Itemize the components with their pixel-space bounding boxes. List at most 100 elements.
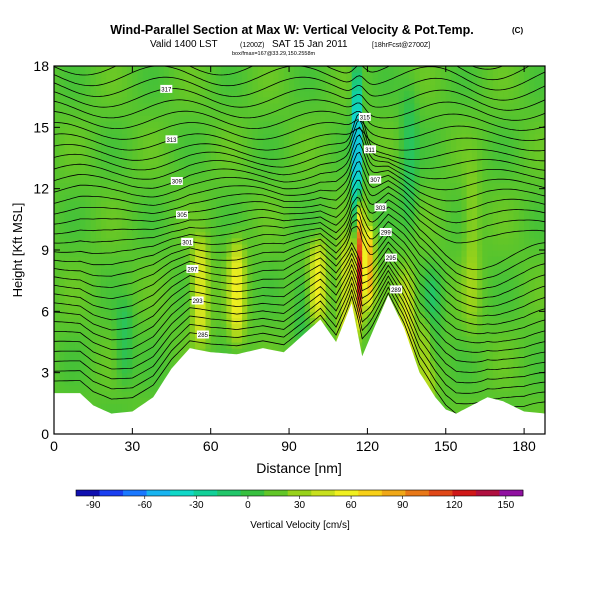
w-cell xyxy=(445,354,452,361)
w-cell xyxy=(153,378,160,386)
w-cell xyxy=(336,145,342,153)
w-cell xyxy=(179,207,186,214)
w-cell xyxy=(304,280,311,288)
w-cell xyxy=(116,133,123,141)
w-cell xyxy=(424,378,431,386)
w-cell xyxy=(205,348,212,355)
w-cell xyxy=(351,219,358,227)
w-cell xyxy=(315,256,321,263)
w-cell xyxy=(163,108,170,116)
w-cell xyxy=(383,219,389,227)
w-cell xyxy=(242,90,248,98)
w-cell xyxy=(231,225,238,233)
w-cell xyxy=(142,231,149,239)
w-cell xyxy=(163,90,170,98)
w-cell xyxy=(482,102,489,110)
w-cell xyxy=(330,286,337,294)
w-cell xyxy=(59,262,66,269)
w-cell xyxy=(419,139,426,147)
w-cell xyxy=(184,280,191,288)
w-cell xyxy=(294,268,301,276)
w-cell xyxy=(158,102,165,110)
w-cell xyxy=(330,323,337,331)
w-cell xyxy=(330,219,337,227)
w-cell xyxy=(477,397,483,404)
w-cell xyxy=(336,115,342,122)
w-cell xyxy=(257,225,264,233)
w-cell xyxy=(377,115,384,122)
w-cell xyxy=(356,108,363,116)
w-cell xyxy=(158,145,165,153)
w-cell xyxy=(440,121,447,128)
w-cell xyxy=(116,176,123,184)
w-cell xyxy=(320,280,327,288)
w-cell xyxy=(273,268,280,276)
w-cell xyxy=(189,139,196,147)
w-cell xyxy=(85,286,92,294)
w-cell xyxy=(398,280,405,288)
w-cell xyxy=(226,219,233,227)
w-cell xyxy=(236,329,243,337)
w-cell xyxy=(163,194,170,202)
w-cell xyxy=(127,207,133,214)
w-cell xyxy=(163,213,170,220)
w-cell xyxy=(121,139,128,147)
w-cell xyxy=(456,108,463,116)
w-cell xyxy=(174,323,180,331)
w-cell xyxy=(74,102,81,110)
w-cell xyxy=(142,102,149,110)
w-cell xyxy=(200,182,207,190)
w-cell xyxy=(330,225,337,233)
w-cell xyxy=(268,78,274,85)
w-cell xyxy=(440,133,447,141)
w-cell xyxy=(430,121,436,128)
w-cell xyxy=(247,268,254,276)
w-cell xyxy=(299,194,306,202)
w-cell xyxy=(471,194,478,202)
w-cell xyxy=(142,96,149,104)
w-cell xyxy=(377,72,384,79)
w-cell xyxy=(304,96,311,104)
w-cell xyxy=(148,213,154,220)
w-cell xyxy=(116,207,123,214)
w-cell xyxy=(231,102,238,110)
w-cell xyxy=(299,164,306,171)
w-cell xyxy=(221,237,227,245)
w-cell xyxy=(231,213,238,220)
w-cell xyxy=(80,145,86,153)
w-cell xyxy=(137,115,144,122)
w-cell xyxy=(466,262,473,269)
w-cell xyxy=(336,133,342,141)
w-cell xyxy=(215,182,222,190)
w-cell xyxy=(137,176,144,184)
w-cell xyxy=(85,90,92,98)
w-cell xyxy=(299,207,306,214)
w-cell xyxy=(450,231,457,239)
w-cell xyxy=(242,139,248,147)
w-cell xyxy=(179,286,186,294)
w-cell xyxy=(325,108,332,116)
w-cell xyxy=(356,176,363,184)
w-cell xyxy=(424,188,431,196)
w-cell xyxy=(90,188,97,196)
w-cell xyxy=(236,262,243,269)
w-cell xyxy=(268,280,274,288)
w-cell xyxy=(90,317,97,325)
w-cell xyxy=(435,90,442,98)
w-cell xyxy=(95,384,102,392)
w-cell xyxy=(179,121,186,128)
w-cell xyxy=(111,151,118,159)
w-cell xyxy=(471,280,478,288)
w-cell xyxy=(179,225,186,233)
w-cell xyxy=(210,133,217,141)
w-cell xyxy=(299,274,306,282)
w-cell xyxy=(440,108,447,116)
w-cell xyxy=(95,188,102,196)
w-cell xyxy=(367,158,374,165)
w-cell xyxy=(236,164,243,171)
w-cell xyxy=(85,96,92,104)
w-cell xyxy=(440,158,447,165)
w-cell xyxy=(304,311,311,319)
w-cell xyxy=(189,133,196,141)
w-cell xyxy=(273,90,280,98)
